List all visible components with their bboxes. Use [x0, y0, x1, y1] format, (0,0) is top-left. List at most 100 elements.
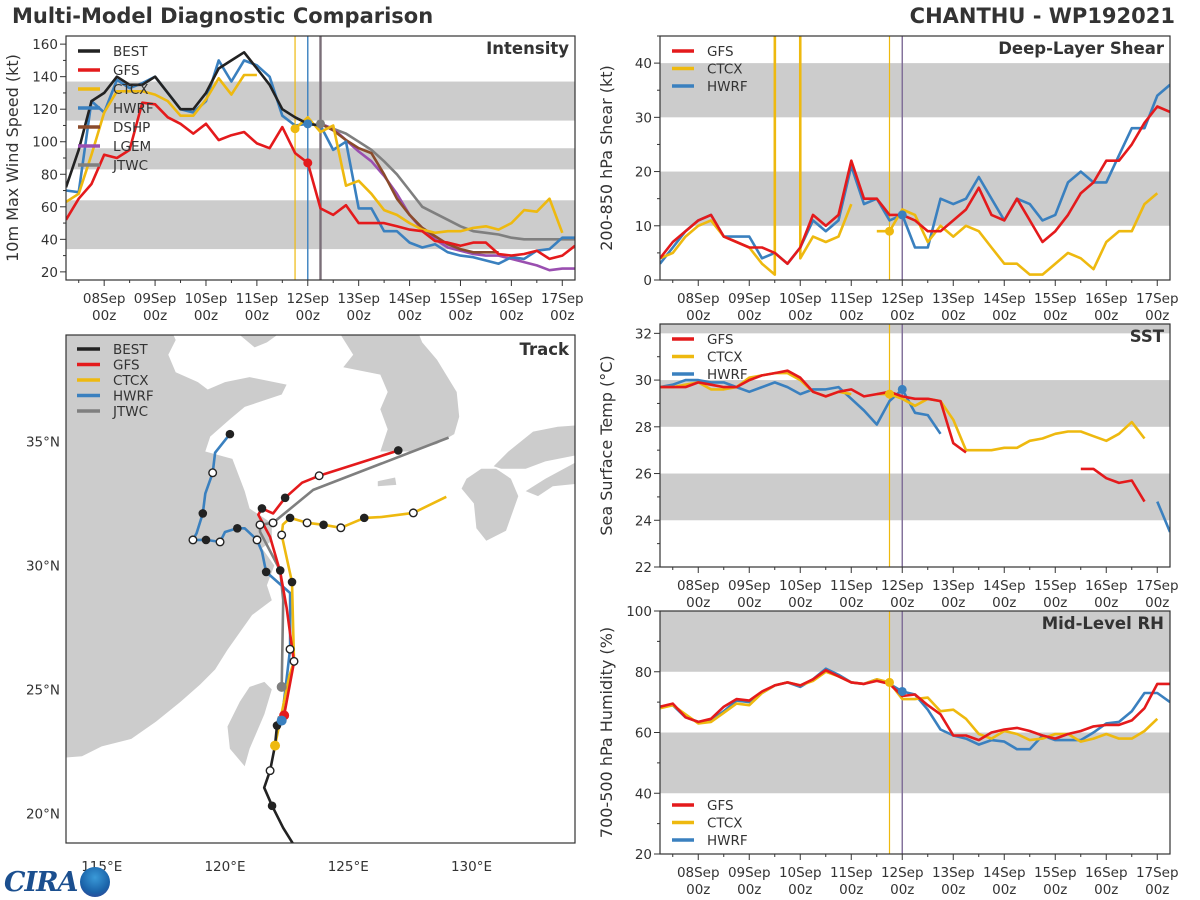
intensity-band	[660, 611, 1170, 672]
y-tick-label: 60	[41, 200, 58, 216]
track-position-marker	[233, 523, 242, 533]
plot-area	[660, 611, 1170, 854]
x-tick-label: 12Sep	[881, 865, 924, 881]
series-line-ctcx	[66, 73, 257, 203]
x-tick-label: 14Sep	[388, 291, 431, 307]
intensity-band	[660, 380, 1170, 427]
y-tick-label: 26	[635, 467, 652, 483]
y-tick-label: 20	[635, 165, 652, 181]
x-tick-label: 09Sep	[728, 291, 771, 307]
y-axis-label: 700-500 hPa Humidity (%)	[597, 627, 616, 838]
y-tick-label: 160	[32, 37, 58, 53]
legend-label: BEST	[113, 342, 148, 358]
agency-seal-icon	[79, 867, 110, 897]
x-tick-sublabel: 00z	[839, 882, 863, 898]
x-tick-sublabel: 00z	[1145, 882, 1169, 898]
land-shikoku	[525, 462, 575, 497]
x-tick-sublabel: 00z	[839, 308, 863, 324]
data-point-ctcx	[885, 389, 894, 399]
x-tick-label: 09Sep	[134, 291, 177, 307]
x-tick-sublabel: 00z	[788, 882, 812, 898]
x-tick-label: 08Sep	[83, 291, 126, 307]
x-tick-label: 11Sep	[830, 865, 873, 881]
legend-label: CTCX	[113, 373, 149, 389]
track-position-marker	[289, 656, 299, 666]
series-line-gfs	[660, 105, 1170, 266]
x-tick-sublabel: 00z	[941, 882, 965, 898]
track-position-marker	[225, 429, 235, 439]
x-tick-sublabel: 00z	[1145, 308, 1169, 324]
y-tick-label: 100	[626, 604, 652, 620]
x-tick-label: 17Sep	[1136, 865, 1179, 881]
x-tick-label: 15Sep	[1034, 291, 1077, 307]
series-line-ctcx	[660, 36, 853, 276]
panel-title: Deep-Layer Shear	[998, 39, 1165, 58]
x-tick-label: 10Sep	[779, 865, 822, 881]
x-tick-sublabel: 00z	[890, 882, 914, 898]
x-tick-label: 17Sep	[1136, 578, 1179, 594]
x-tick-sublabel: 00z	[788, 595, 812, 611]
data-point-hwrf	[897, 384, 907, 394]
x-tick-label: 13Sep	[932, 865, 975, 881]
series-line-hwrf	[660, 378, 942, 435]
lat-tick-label: 20°N	[26, 806, 60, 822]
x-tick-sublabel: 00z	[890, 308, 914, 324]
x-tick-sublabel: 00z	[397, 308, 421, 324]
legend-label: GFS	[113, 358, 140, 374]
y-tick-label: 24	[635, 513, 652, 529]
x-tick-sublabel: 00z	[1094, 308, 1118, 324]
lat-tick-label: 30°N	[26, 558, 60, 574]
x-tick-label: 15Sep	[1034, 578, 1077, 594]
track-position-marker	[265, 766, 275, 776]
y-tick-label: 22	[635, 560, 652, 576]
lon-tick-label: 130°E	[451, 859, 492, 875]
track-position-marker	[336, 523, 346, 533]
x-tick-sublabel: 00z	[686, 882, 710, 898]
x-tick-sublabel: 00z	[1094, 595, 1118, 611]
x-tick-sublabel: 00z	[788, 308, 812, 324]
plot-area	[660, 324, 1170, 567]
land-korea	[340, 335, 460, 452]
series-line-gfs	[66, 101, 575, 261]
x-tick-label: 08Sep	[677, 578, 720, 594]
data-point-hwrf	[303, 119, 313, 129]
x-tick-sublabel: 00z	[1043, 308, 1067, 324]
legend-label: CTCX	[707, 350, 743, 366]
track-start-point	[276, 715, 287, 726]
series-line-lgem	[320, 122, 575, 272]
storm-id-title: CHANTHU - WP192021	[909, 4, 1175, 28]
series-line-jtwc	[320, 122, 575, 241]
x-tick-label: 11Sep	[830, 291, 873, 307]
y-tick-label: 40	[41, 232, 58, 248]
y-tick-label: 32	[635, 326, 652, 342]
x-tick-label: 17Sep	[1136, 291, 1179, 307]
x-tick-sublabel: 00z	[347, 308, 371, 324]
legend-label: GFS	[707, 798, 734, 814]
x-tick-sublabel: 00z	[194, 308, 218, 324]
track-line-best	[262, 716, 295, 843]
lat-tick-label: 35°N	[26, 435, 60, 451]
legend-label: DSHP	[113, 120, 150, 136]
x-tick-label: 16Sep	[490, 291, 533, 307]
series-line-dshp	[319, 122, 499, 254]
panel-rh: 2040608010008Sep00z09Sep00z10Sep00z11Sep…	[597, 604, 1179, 898]
y-tick-label: 100	[32, 135, 58, 151]
y-tick-label: 20	[635, 847, 652, 863]
track-position-marker	[280, 493, 290, 503]
legend-label: JTWC	[112, 404, 148, 420]
x-tick-sublabel: 00z	[143, 308, 167, 324]
y-tick-label: 60	[635, 726, 652, 742]
x-tick-sublabel: 00z	[839, 595, 863, 611]
track-position-marker	[267, 801, 277, 811]
legend-label: BEST	[113, 44, 148, 60]
x-tick-label: 16Sep	[1085, 578, 1128, 594]
x-tick-label: 14Sep	[983, 291, 1026, 307]
x-tick-label: 12Sep	[881, 578, 924, 594]
track-position-marker	[408, 508, 418, 518]
x-tick-sublabel: 00z	[992, 308, 1016, 324]
y-tick-label: 80	[635, 665, 652, 681]
track-position-marker	[255, 520, 265, 530]
x-tick-label: 09Sep	[728, 578, 771, 594]
map-area	[66, 335, 575, 843]
